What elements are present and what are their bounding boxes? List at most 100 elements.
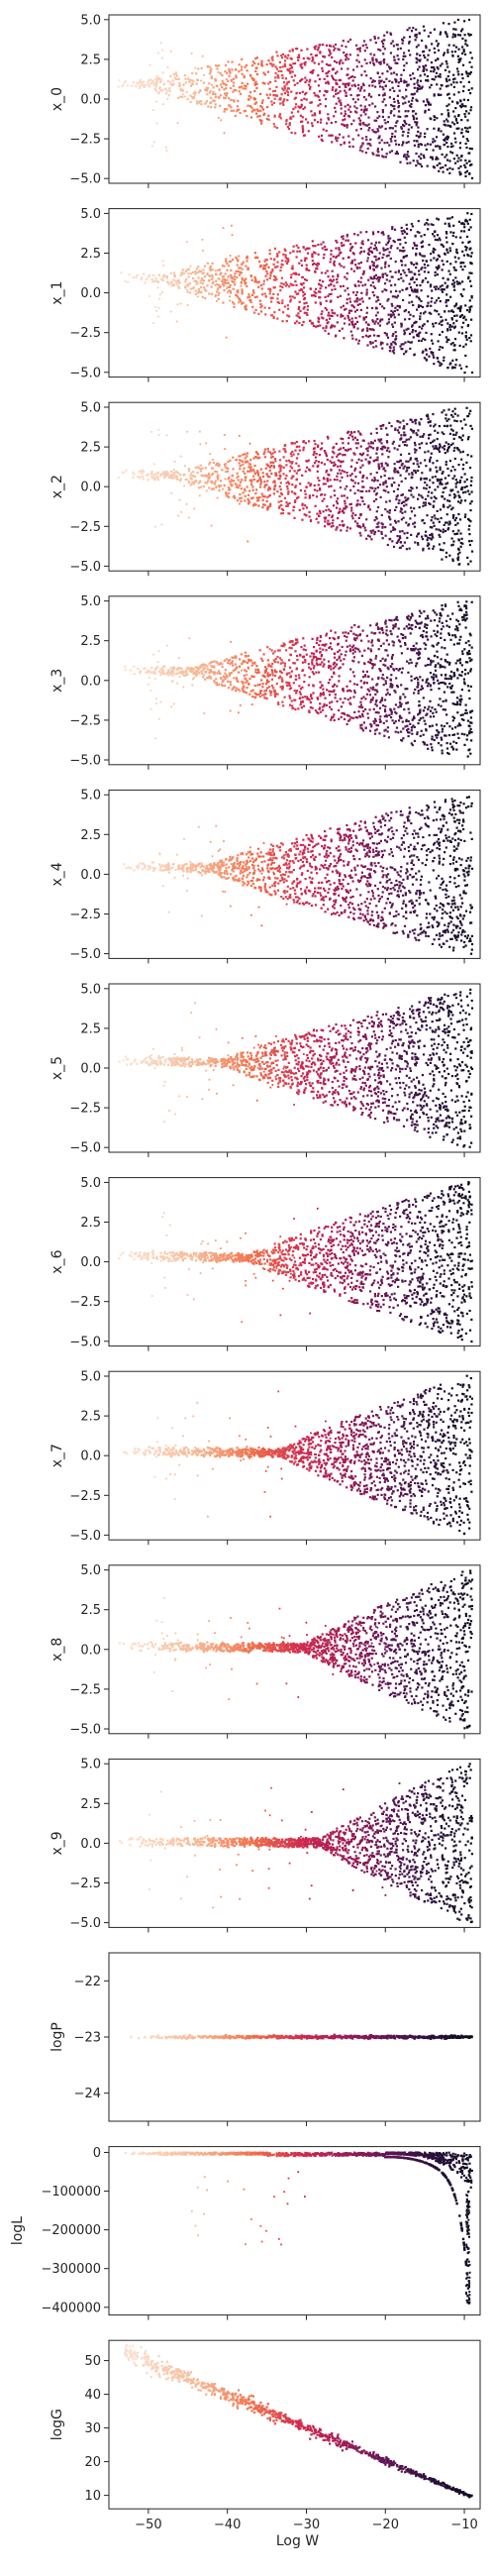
data-point <box>154 277 157 280</box>
data-point <box>429 117 432 120</box>
data-point <box>252 475 255 478</box>
data-point <box>386 463 389 466</box>
data-point <box>346 448 349 451</box>
data-point <box>256 457 259 460</box>
data-point <box>286 56 289 59</box>
data-point <box>294 290 297 293</box>
data-point <box>171 284 174 287</box>
data-point <box>408 489 411 492</box>
data-point <box>314 48 317 51</box>
data-point <box>327 118 331 121</box>
data-point <box>371 644 374 647</box>
data-point <box>450 282 453 285</box>
data-point <box>331 522 334 525</box>
data-point <box>309 78 312 81</box>
data-point <box>329 637 332 640</box>
data-point <box>378 93 381 97</box>
data-point <box>435 75 438 78</box>
data-point <box>428 108 431 111</box>
data-point <box>464 641 467 644</box>
data-point <box>340 58 343 61</box>
data-point <box>449 444 452 447</box>
data-point <box>278 485 281 488</box>
data-point <box>350 268 353 270</box>
data-point <box>156 476 159 479</box>
data-point <box>164 87 167 90</box>
data-point <box>424 534 427 537</box>
data-point <box>152 83 155 86</box>
data-point <box>315 291 318 294</box>
data-point <box>241 65 244 68</box>
data-point <box>304 442 307 445</box>
data-point <box>416 121 419 124</box>
data-point <box>214 284 217 286</box>
data-point <box>345 58 347 61</box>
data-point <box>224 82 227 85</box>
data-point <box>341 45 344 48</box>
data-point <box>460 732 463 735</box>
data-point <box>161 278 164 282</box>
data-point <box>248 677 251 681</box>
data-point <box>382 482 385 484</box>
data-point <box>398 461 401 464</box>
data-point <box>394 152 397 156</box>
data-point <box>349 479 353 482</box>
data-point <box>180 510 182 513</box>
data-point <box>432 440 435 443</box>
data-point <box>356 482 360 484</box>
data-point <box>279 266 283 268</box>
data-point <box>266 465 269 468</box>
data-point <box>272 278 275 281</box>
data-point <box>342 235 345 238</box>
data-point <box>370 639 374 642</box>
data-point <box>380 40 383 43</box>
data-point <box>266 272 269 275</box>
data-point <box>338 133 342 136</box>
data-point <box>430 519 433 522</box>
data-point <box>465 220 468 223</box>
data-point <box>273 115 276 118</box>
data-point <box>292 245 295 248</box>
data-point <box>467 276 470 280</box>
data-point <box>375 249 378 252</box>
data-point <box>305 118 308 121</box>
data-point <box>429 103 432 106</box>
data-point <box>302 246 305 249</box>
data-point <box>354 101 357 104</box>
data-point <box>419 312 423 315</box>
data-point <box>205 442 208 445</box>
data-point <box>391 81 394 84</box>
data-point <box>142 470 145 473</box>
data-point <box>264 666 267 669</box>
data-point <box>285 482 288 484</box>
data-point <box>223 659 226 662</box>
data-point <box>259 306 262 309</box>
data-point <box>214 103 217 106</box>
data-point <box>247 470 249 473</box>
data-point <box>369 77 372 80</box>
data-point <box>278 478 281 481</box>
data-point <box>364 44 367 47</box>
data-point <box>470 427 473 430</box>
data-point <box>342 447 346 450</box>
data-point <box>286 91 290 94</box>
data-point <box>431 156 434 159</box>
data-point <box>279 487 282 491</box>
data-point <box>171 83 174 86</box>
data-point <box>191 481 194 483</box>
data-point <box>386 433 389 436</box>
data-point <box>446 232 448 235</box>
data-point <box>386 63 389 66</box>
data-point <box>247 502 249 505</box>
data-point <box>402 250 405 253</box>
data-point <box>453 35 456 38</box>
data-point <box>461 268 464 271</box>
data-point <box>420 494 423 497</box>
data-point <box>351 517 354 520</box>
data-point <box>312 68 315 72</box>
data-point <box>459 545 462 548</box>
data-point <box>455 280 458 283</box>
data-point <box>246 284 248 288</box>
data-point <box>338 329 342 332</box>
data-point <box>451 342 454 345</box>
